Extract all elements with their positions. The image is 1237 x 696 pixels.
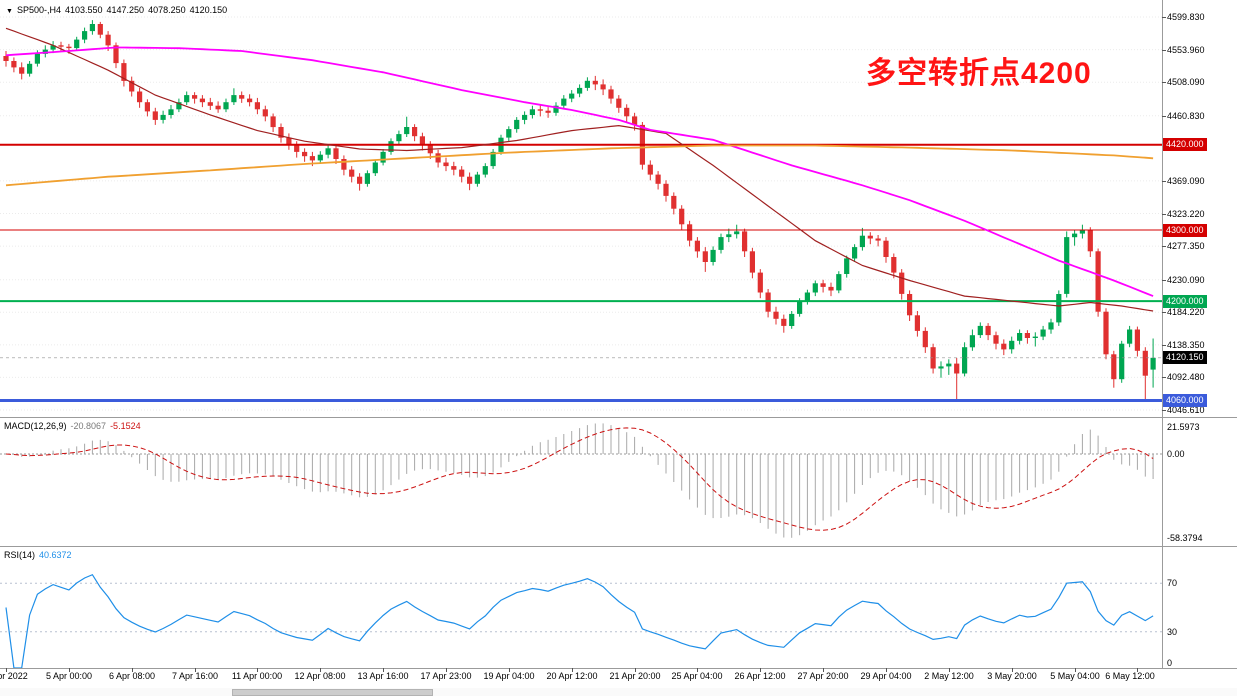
price-axis-label: 4230.090 [1167, 274, 1205, 285]
time-axis-tick [697, 668, 699, 672]
ohlc-open: 4103.550 [64, 5, 103, 15]
time-axis-label: 11 Apr 00:00 [231, 671, 283, 681]
price-axis-label: 4369.090 [1167, 175, 1205, 186]
time-axis-label: 13 Apr 16:00 [357, 671, 409, 681]
price-badge: 4420.000 [1163, 138, 1207, 151]
time-axis-tick [508, 668, 510, 672]
price-axis-label: 4460.830 [1167, 110, 1205, 121]
price-axis-tick [1162, 246, 1166, 247]
time-axis-tick [320, 668, 322, 672]
macd-main-value: -20.8067 [70, 421, 107, 431]
time-axis-tick [571, 668, 573, 672]
macd-indicator-label: MACD(12,26,9) -20.8067 -5.1524 [4, 421, 141, 431]
time-axis-tick [886, 668, 887, 672]
price-axis-label: 4092.480 [1167, 372, 1205, 383]
rsi-value: 40.6372 [39, 550, 72, 560]
main-price-chart-canvas[interactable] [0, 0, 1162, 417]
price-axis-separator [1162, 0, 1163, 668]
time-axis-tick [760, 668, 762, 672]
time-axis-tick [823, 668, 825, 672]
price-axis-label: 4046.610 [1167, 405, 1205, 416]
time-axis-label: 25 Apr 04:00 [671, 671, 723, 681]
price-badge: 4060.000 [1163, 394, 1207, 407]
macd-axis-zero: 0.00 [1167, 449, 1185, 459]
price-axis-tick [1162, 410, 1166, 411]
price-axis-tick [1162, 181, 1166, 182]
time-axis-tick [131, 668, 133, 672]
price-badge: 4200.000 [1163, 295, 1207, 308]
time-axis-label: 3 May 20:00 [987, 671, 1037, 681]
price-axis-tick [1162, 377, 1166, 378]
price-axis-tick [1162, 312, 1166, 313]
time-axis-label: 7 Apr 16:00 [171, 671, 219, 681]
time-axis-tick [383, 668, 385, 672]
time-axis-label: 26 Apr 12:00 [734, 671, 786, 681]
horizontal-scrollbar[interactable] [0, 688, 1237, 696]
rsi-name: RSI(14) [4, 550, 36, 560]
price-axis-label: 4184.220 [1167, 307, 1205, 318]
rsi-axis-label: 30 [1167, 627, 1178, 637]
time-axis-label: 12 Apr 08:00 [294, 671, 346, 681]
price-axis-label: 4553.960 [1167, 44, 1205, 55]
rsi-axis-label: 70 [1167, 578, 1178, 588]
time-axis-label: 29 Apr 04:00 [860, 671, 912, 681]
price-axis-label: 4599.830 [1167, 12, 1205, 23]
time-axis-tick [257, 668, 259, 672]
rsi-panel-canvas[interactable] [0, 547, 1162, 668]
price-axis-tick [1162, 50, 1166, 51]
time-axis-label: 19 Apr 04:00 [483, 671, 535, 681]
chart-annotation-text: 多空转折点4200 [866, 57, 1092, 90]
price-axis-label: 4508.090 [1167, 77, 1205, 88]
scrollbar-thumb[interactable] [232, 689, 433, 696]
price-axis-tick [1162, 82, 1166, 83]
price-axis-tick [1162, 345, 1166, 346]
time-axis-label: 2 May 12:00 [924, 671, 974, 681]
time-axis-tick [634, 668, 636, 672]
chart-title-bar: ▼ SP500-,H4 4103.550 4147.250 4078.250 4120.1… [6, 5, 231, 15]
price-badge: 4300.000 [1163, 224, 1207, 237]
rsi-indicator-label: RSI(14) 40.6372 [4, 550, 72, 560]
ohlc-close: 4120.150 [189, 5, 228, 15]
time-axis-label: 5 Apr 00:00 [45, 671, 93, 681]
time-axis-tick [1011, 668, 1013, 672]
time-axis-tick [1137, 668, 1139, 672]
price-axis-label: 4323.220 [1167, 208, 1205, 219]
time-axis-tick [446, 668, 447, 672]
collapse-triangle-icon[interactable]: ▼ [6, 8, 13, 15]
macd-axis-max: 21.5973 [1167, 422, 1200, 432]
macd-signal-value: -5.1524 [110, 421, 141, 431]
time-axis-label: 20 Apr 12:00 [546, 671, 598, 681]
time-axis-tick [948, 668, 950, 672]
price-axis-tick [1162, 17, 1166, 18]
time-axis-tick [194, 668, 196, 672]
panel-separator-macd[interactable] [0, 417, 1237, 418]
time-axis-label: 21 Apr 20:00 [609, 671, 661, 681]
symbol-period-label: SP500-,H4 [16, 5, 61, 15]
time-axis-separator [0, 668, 1237, 669]
rsi-axis-label: 0 [1167, 658, 1173, 668]
time-axis-label: 27 Apr 20:00 [797, 671, 849, 681]
ohlc-low: 4078.250 [148, 5, 186, 15]
macd-panel-canvas[interactable] [0, 418, 1162, 546]
macd-name: MACD(12,26,9) [4, 421, 67, 431]
price-axis-label: 4138.350 [1167, 339, 1205, 350]
time-axis-label: 6 Apr 08:00 [108, 671, 156, 681]
time-axis-label: 17 Apr 23:00 [420, 671, 472, 681]
time-axis-label: 6 May 12:00 [1105, 671, 1155, 681]
price-axis-label: 4277.350 [1167, 241, 1205, 252]
ohlc-high: 4147.250 [106, 5, 145, 15]
time-axis-label: 1 Apr 2022 [0, 671, 28, 681]
price-axis[interactable] [1163, 0, 1237, 668]
price-axis-tick [1162, 214, 1166, 215]
macd-axis-min: -58.3794 [1167, 533, 1203, 543]
time-axis-tick [68, 668, 70, 672]
price-badge: 4120.150 [1163, 351, 1207, 364]
time-axis-tick [6, 668, 7, 672]
time-axis-label: 5 May 04:00 [1050, 671, 1100, 681]
panel-separator-rsi[interactable] [0, 546, 1237, 547]
time-axis-tick [1074, 668, 1076, 672]
price-axis-tick [1162, 116, 1166, 117]
price-axis-tick [1162, 280, 1166, 281]
